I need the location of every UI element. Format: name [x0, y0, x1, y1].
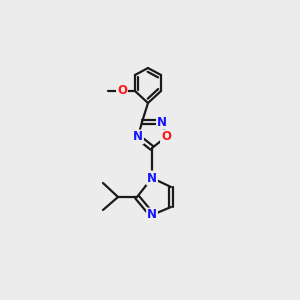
Text: N: N — [133, 130, 143, 143]
Text: N: N — [157, 116, 167, 128]
Text: N: N — [147, 172, 157, 184]
Text: O: O — [117, 85, 127, 98]
Text: N: N — [147, 208, 157, 221]
Text: O: O — [161, 130, 171, 143]
